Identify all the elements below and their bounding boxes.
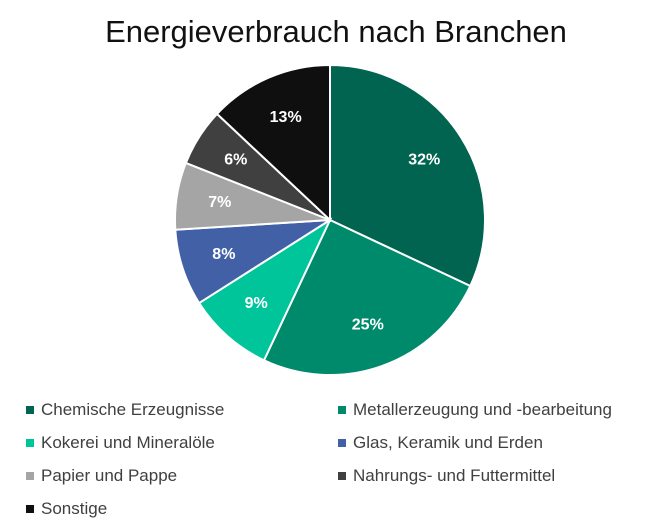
legend-swatch	[338, 472, 346, 480]
legend-item: Glas, Keramik und Erden	[338, 430, 543, 456]
slice-data-label: 9%	[245, 295, 268, 312]
legend-swatch	[338, 406, 346, 414]
legend-swatch	[26, 439, 34, 447]
legend-swatch	[26, 505, 34, 513]
legend-label: Nahrungs- und Futtermittel	[353, 466, 556, 485]
legend-label: Chemische Erzeugnisse	[41, 400, 225, 419]
legend-item: Chemische Erzeugnisse	[26, 397, 224, 423]
legend-label: Kokerei und Mineralöle	[41, 433, 215, 452]
pie-chart: 32% 25% 9% 8% 7% 6% 13%	[174, 63, 486, 376]
legend-item: Metallerzeugung und -bearbeitung	[338, 397, 612, 423]
legend-item: Sonstige	[26, 496, 107, 522]
legend-item: Nahrungs- und Futtermittel	[338, 463, 555, 489]
legend-swatch	[338, 439, 346, 447]
legend-swatch	[26, 472, 34, 480]
pie-slice	[329, 63, 486, 288]
chart-title: Energieverbrauch nach Branchen	[105, 14, 567, 49]
legend-item: Kokerei und Mineralöle	[26, 430, 215, 456]
slice-data-label: 25%	[352, 317, 384, 334]
slice-data-label: 6%	[224, 152, 247, 169]
slice-data-label: 32%	[408, 152, 440, 169]
pie-slice	[197, 217, 333, 362]
legend-label: Papier und Pappe	[41, 466, 178, 485]
slice-data-label: 7%	[208, 194, 231, 211]
slice-data-label: 13%	[270, 109, 302, 126]
slice-data-label: 8%	[212, 246, 235, 263]
legend-label: Metallerzeugung und -bearbeitung	[353, 400, 612, 419]
legend-item: Papier und Pappe	[26, 463, 177, 489]
pie-slice	[262, 218, 472, 376]
legend-swatch	[26, 406, 34, 414]
pie-slice	[215, 63, 331, 223]
legend-label: Glas, Keramik und Erden	[353, 433, 543, 452]
legend-label: Sonstige	[41, 499, 108, 518]
